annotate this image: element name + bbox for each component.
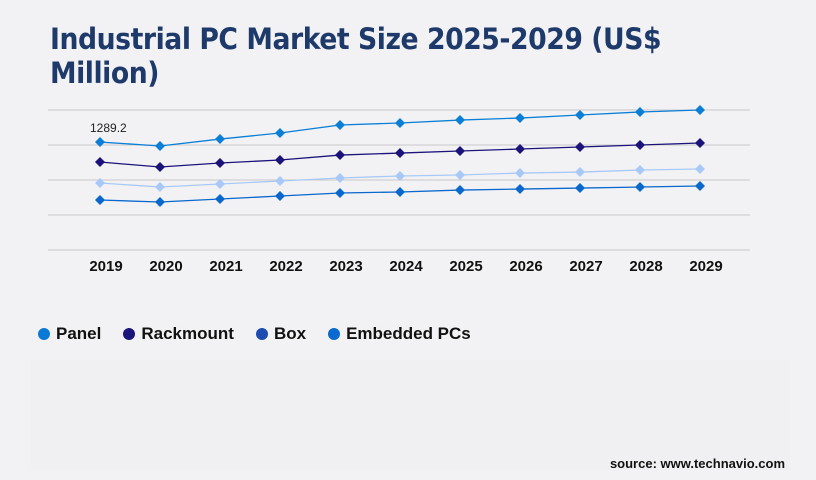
data-point — [275, 190, 285, 201]
data-point — [455, 146, 465, 157]
data-point — [95, 178, 105, 189]
data-point — [335, 150, 345, 161]
data-label: 1289.2 — [90, 121, 127, 135]
data-point — [515, 168, 525, 179]
series-line-panel — [99, 109, 701, 147]
data-point — [395, 186, 405, 197]
legend-item: Box — [255, 324, 307, 344]
data-point — [155, 182, 165, 193]
data-point — [335, 187, 345, 198]
data-point — [275, 128, 285, 139]
x-tick-label: 2025 — [449, 258, 482, 275]
legend-item: Panel — [38, 324, 101, 344]
data-point — [455, 185, 465, 196]
data-point — [635, 140, 645, 150]
legend: Panel Rackmount Box Embedded PCs — [38, 324, 471, 344]
data-point — [515, 113, 525, 124]
legend-label: Embedded PCs — [346, 324, 471, 343]
line-chart: 2019 2020 2021 2022 2023 2024 2025 2026 2027 2028… — [48, 105, 750, 275]
data-point — [95, 137, 105, 148]
data-point — [575, 183, 585, 194]
data-point — [215, 134, 225, 145]
data-point — [455, 169, 465, 180]
legend-item: Embedded PCs — [328, 324, 471, 344]
x-tick-label: 2020 — [149, 258, 182, 275]
chart-title: Industrial PC Market Size 2025-2029 (US$… — [50, 22, 662, 90]
x-tick-label: 2029 — [689, 258, 722, 275]
data-point — [695, 181, 705, 192]
data-point — [635, 107, 645, 118]
source-text: source: www.technavio.com — [609, 456, 785, 471]
data-point — [575, 167, 585, 178]
x-tick-label: 2023 — [329, 258, 362, 275]
data-point — [215, 194, 225, 205]
data-point — [395, 170, 405, 181]
data-point — [335, 119, 345, 130]
legend-label: Panel — [56, 324, 102, 343]
legend-marker-icon — [255, 328, 268, 340]
data-point — [515, 184, 525, 195]
x-tick-label: 2028 — [629, 258, 662, 275]
data-point — [215, 158, 225, 169]
data-point — [575, 110, 585, 121]
x-tick-label: 2024 — [389, 258, 423, 275]
legend-marker-icon — [328, 328, 341, 340]
data-point — [95, 156, 105, 167]
legend-item: Rackmount — [123, 324, 234, 344]
legend-label: Box — [273, 324, 307, 343]
x-tick-label: 2026 — [509, 258, 542, 275]
background-panel — [30, 360, 790, 470]
x-tick-label: 2021 — [209, 258, 242, 275]
data-point — [575, 142, 585, 153]
data-point — [155, 141, 165, 152]
x-tick-label: 2019 — [89, 258, 122, 275]
data-point — [335, 172, 345, 183]
data-point — [95, 195, 105, 206]
data-point — [455, 115, 465, 126]
data-point — [155, 197, 165, 208]
legend-marker-icon — [38, 328, 50, 340]
data-point — [695, 137, 705, 148]
data-point — [635, 165, 645, 176]
data-point — [215, 179, 225, 190]
x-tick-label: 2022 — [269, 258, 302, 275]
data-point — [395, 117, 405, 128]
legend-marker-icon — [123, 328, 136, 340]
data-point — [155, 162, 165, 173]
data-point — [275, 176, 285, 187]
data-point — [395, 148, 405, 159]
data-point — [515, 144, 525, 155]
data-point — [275, 154, 285, 165]
data-point — [695, 164, 705, 175]
x-tick-label: 2027 — [569, 258, 602, 275]
legend-label: Rackmount — [141, 324, 234, 343]
data-point — [695, 105, 705, 115]
data-point — [635, 182, 645, 193]
